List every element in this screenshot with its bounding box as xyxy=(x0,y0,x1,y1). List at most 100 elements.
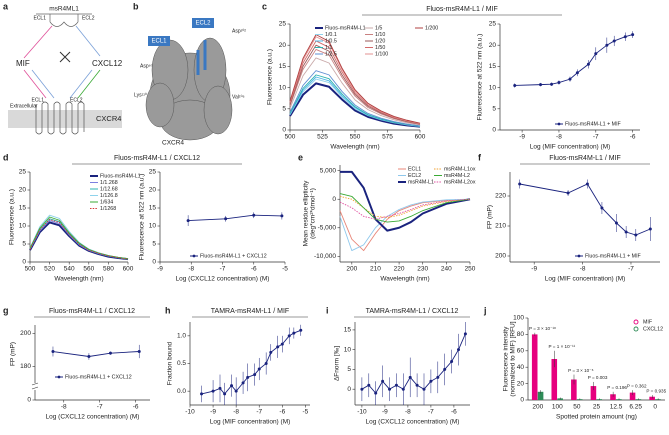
y-tick-label: 40 xyxy=(517,364,525,371)
chart-title: Fluos-msR4M-L1 / CXCL12 xyxy=(49,308,135,315)
y-tick-label: 10 xyxy=(279,84,287,91)
x-tick-label: 560 xyxy=(83,266,94,273)
loop-label: ECL1 xyxy=(151,39,167,45)
receptor-label: CXCR4 xyxy=(96,114,121,123)
x-axis-label: Log (CXCL12 concentration) (M) xyxy=(366,419,460,426)
y-tick-label: 10 xyxy=(19,223,27,230)
x-tick-label: -10 xyxy=(357,409,367,416)
data-point xyxy=(557,81,561,85)
diagram-a: msR4ML1 ECL1 ECL2 MIF CXCL12 Extracellul… xyxy=(8,6,123,135)
legend-label: Fluos-msR4M-L1 + MIF xyxy=(565,121,622,127)
protein-label: CXCR4 xyxy=(162,140,184,147)
bar xyxy=(537,391,544,400)
x-tick-label: -7 xyxy=(256,409,262,416)
binding-arrow xyxy=(23,69,47,99)
data-point xyxy=(269,350,273,354)
data-point xyxy=(631,33,635,37)
y-tick-label: 15 xyxy=(489,63,497,70)
y-tick-label: 15 xyxy=(19,205,27,212)
x-axis-label: Wavelength (nm) xyxy=(380,276,429,283)
legend-label: Fluos-msR4M-L1 + CXCL12 xyxy=(200,253,267,259)
x-tick-label: 575 xyxy=(382,134,393,141)
y-axis-label: FP (mP) xyxy=(10,342,17,366)
data-point xyxy=(605,43,609,47)
data-point xyxy=(586,62,590,66)
legend-label: 1/2.5 xyxy=(325,51,337,57)
y-axis-label: Fraction bound xyxy=(167,341,174,385)
y-axis-label: Fluorescence at 522 nm (a.u.) xyxy=(477,34,484,121)
panel-label: i xyxy=(326,305,329,315)
x-tick-label: 12.5 xyxy=(610,404,623,411)
y-tick-label: 20 xyxy=(517,380,525,387)
protein-structure xyxy=(145,37,233,141)
x-tick-label: 200 xyxy=(346,266,357,273)
x-tick-label: 0 xyxy=(653,404,657,411)
data-point xyxy=(360,387,364,391)
bar xyxy=(571,379,577,400)
data-point xyxy=(566,191,570,195)
spectrum-line xyxy=(289,57,421,126)
x-tick-label: 550 xyxy=(350,134,361,141)
x-tick-label: -10 xyxy=(185,409,195,416)
y-axis-label: Fluorescence (a.u.) xyxy=(9,189,16,245)
data-point xyxy=(87,354,91,358)
data-point xyxy=(513,83,517,87)
data-point xyxy=(600,206,604,210)
spectrum-line xyxy=(339,193,471,223)
spectrum-line xyxy=(29,221,129,261)
ligand-loop-label: ECL2 xyxy=(82,15,95,21)
legend-label: 1/634 xyxy=(100,199,113,205)
y-tick-label: 20 xyxy=(489,42,497,49)
data-point xyxy=(612,39,616,43)
y-tick-label: 20 xyxy=(149,187,157,194)
data-point xyxy=(415,383,419,387)
data-point xyxy=(292,331,296,335)
receptor-loop-label: ECL1 xyxy=(31,97,44,103)
data-point xyxy=(241,381,245,385)
residue-label: Asp⁹⁷ xyxy=(140,63,153,69)
legend-swatch xyxy=(577,254,581,258)
fit-line xyxy=(52,351,140,357)
x-tick-label: -6 xyxy=(251,266,257,273)
interaction-line xyxy=(75,25,101,57)
y-tick-label: 25 xyxy=(19,169,27,176)
fit-line xyxy=(514,34,633,86)
data-point xyxy=(585,182,589,186)
p-value: P = 0.362 xyxy=(627,383,647,388)
x-tick-label: -5 xyxy=(282,266,288,273)
x-tick-label: -7 xyxy=(220,266,226,273)
bar xyxy=(531,334,538,400)
y-tick-label: 210 xyxy=(495,223,506,230)
y-tick-label: -5,000 xyxy=(318,224,337,231)
legend-label: 1/1268 xyxy=(100,206,116,212)
y-tick-label: 25 xyxy=(279,21,287,28)
y-tick-label: 60 xyxy=(517,348,525,355)
legend-label: MIF xyxy=(643,319,653,325)
interaction-line xyxy=(23,25,53,59)
panel-label: d xyxy=(3,152,9,162)
x-tick-label: -7 xyxy=(428,409,434,416)
x-axis-label: Log (CXCL12 concentration) (M) xyxy=(46,414,140,421)
spectrum-line xyxy=(289,74,421,127)
y-tick-label: 10 xyxy=(149,223,157,230)
spectrum-line xyxy=(29,216,129,260)
chart-title: Fluos-msR4M-L1 / CXCL12 xyxy=(114,155,200,162)
legend-label: ECL1 xyxy=(408,166,421,172)
data-point xyxy=(280,342,284,346)
x-tick-label: 520 xyxy=(44,266,55,273)
data-point xyxy=(200,392,204,396)
legend-label: 1/0.5 xyxy=(325,38,337,44)
region-label: Extracellular xyxy=(10,103,38,109)
data-point xyxy=(186,219,190,223)
y-tick-label: 0 xyxy=(492,127,496,134)
data-point xyxy=(224,217,228,221)
data-point xyxy=(401,387,405,391)
y-tick-label: 25 xyxy=(489,21,497,28)
panel-label: h xyxy=(165,305,171,315)
chemokine-label: CXCL12 xyxy=(92,59,123,68)
y-tick-label: 1.0 xyxy=(177,333,186,340)
ligand-shape xyxy=(36,13,92,27)
x-tick-label: -9 xyxy=(210,409,216,416)
panel-label: c xyxy=(262,1,267,11)
